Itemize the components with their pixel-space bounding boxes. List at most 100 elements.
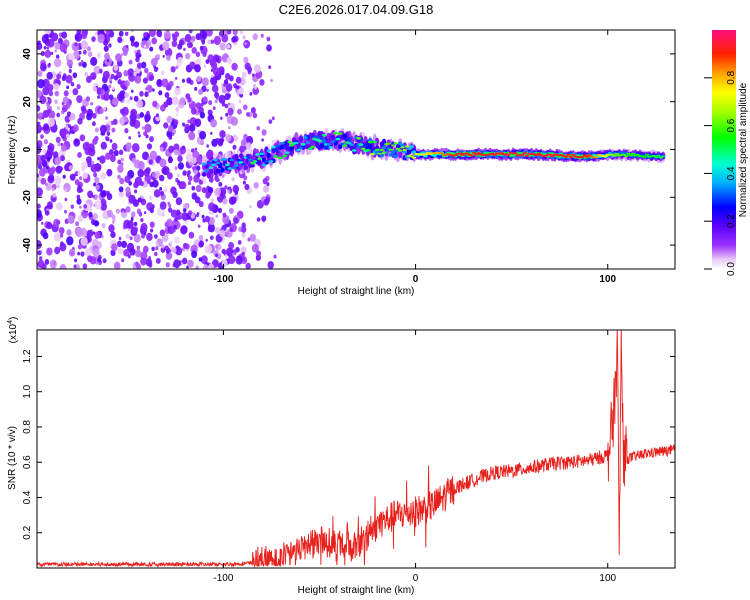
noise-blob xyxy=(133,233,141,243)
noise-blob xyxy=(151,37,157,45)
ridge-segment xyxy=(271,145,276,149)
noise-blob xyxy=(123,249,130,257)
ridge-segment xyxy=(238,161,244,164)
noise-blob xyxy=(106,168,113,177)
noise-blob xyxy=(177,162,184,170)
noise-blob xyxy=(37,79,45,89)
ridge-segment xyxy=(547,153,553,156)
noise-blob xyxy=(124,80,130,87)
noise-blob xyxy=(236,85,240,90)
noise-blob xyxy=(252,86,259,95)
noise-blob xyxy=(171,96,179,105)
noise-blob xyxy=(76,84,81,90)
noise-blob xyxy=(207,186,213,194)
noise-blob xyxy=(191,185,196,191)
ridge-segment xyxy=(202,162,207,166)
ridge-segment xyxy=(225,163,230,167)
noise-blob xyxy=(191,157,197,164)
ridge-segment xyxy=(245,155,251,158)
noise-blob xyxy=(244,183,250,191)
noise-blob xyxy=(187,181,192,186)
ridge-segment xyxy=(208,166,214,169)
noise-blob xyxy=(249,92,253,96)
noise-blob xyxy=(184,33,192,43)
spectrogram-ticks: -100 0 100 -40 -20 0 20 40 xyxy=(22,30,675,285)
noise-blob xyxy=(213,67,221,77)
ridge-segment xyxy=(381,138,387,145)
noise-blob xyxy=(123,70,129,77)
ridge-segment xyxy=(379,149,384,151)
noise-blob xyxy=(175,76,178,80)
colorbar-tick-label: 0.6 xyxy=(726,118,737,132)
noise-blob xyxy=(252,112,258,119)
noise-blob xyxy=(169,240,173,245)
noise-blob xyxy=(64,197,68,202)
noise-blob xyxy=(79,176,83,181)
ridge-segment xyxy=(218,165,223,169)
noise-blob xyxy=(196,75,202,82)
noise-blob xyxy=(227,93,231,98)
noise-blob xyxy=(125,186,131,194)
noise-blob xyxy=(261,129,267,136)
noise-blob xyxy=(228,241,235,250)
noise-blob xyxy=(37,203,41,209)
noise-blob xyxy=(166,54,171,61)
snr-series-line xyxy=(37,330,675,568)
ridge-segment xyxy=(603,155,608,158)
noise-blob xyxy=(76,198,82,205)
noise-blob xyxy=(106,209,113,218)
ridge-segment xyxy=(393,142,398,145)
noise-blob xyxy=(58,227,65,235)
noise-blob xyxy=(185,248,189,253)
noise-blob xyxy=(163,101,169,108)
noise-blob xyxy=(46,46,50,50)
noise-blob xyxy=(155,241,159,246)
noise-blob xyxy=(143,44,147,49)
noise-blob xyxy=(112,118,118,125)
noise-blob xyxy=(37,176,41,182)
noise-blob xyxy=(141,61,147,69)
noise-blob xyxy=(164,226,168,230)
noise-blob xyxy=(90,102,94,106)
x-tick-label: 100 xyxy=(599,573,616,584)
noise-blob xyxy=(229,227,234,233)
ridge-segment xyxy=(453,154,458,157)
noise-blob xyxy=(168,145,175,153)
noise-blob xyxy=(159,174,165,182)
noise-blob xyxy=(219,229,226,238)
noise-blob xyxy=(241,232,246,238)
noise-blob xyxy=(54,90,60,97)
noise-blob xyxy=(268,119,273,124)
noise-blob xyxy=(191,47,197,54)
ridge-segment xyxy=(651,154,657,157)
noise-blob xyxy=(198,257,203,262)
noise-blob xyxy=(111,97,119,106)
noise-blob xyxy=(77,152,82,158)
ridge-segment xyxy=(381,145,387,150)
noise-blob xyxy=(160,246,166,253)
y-tick-label: 20 xyxy=(22,96,33,108)
noise-blob xyxy=(85,96,91,102)
noise-blob xyxy=(266,44,272,52)
noise-blob xyxy=(159,201,167,210)
noise-blob xyxy=(53,58,62,68)
ridge-segment xyxy=(520,153,525,156)
noise-blob xyxy=(121,240,127,248)
noise-blob xyxy=(98,68,103,74)
y-tick-label: -40 xyxy=(22,237,33,252)
noise-blob xyxy=(54,99,58,105)
noise-blob xyxy=(37,250,42,256)
noise-blob xyxy=(225,83,233,92)
noise-blob xyxy=(94,31,98,36)
noise-blob xyxy=(53,232,62,242)
noise-blob xyxy=(252,73,255,77)
noise-blob xyxy=(50,51,54,56)
noise-blob xyxy=(94,231,101,239)
noise-blob xyxy=(214,91,220,99)
noise-blob xyxy=(74,138,79,144)
noise-blob xyxy=(81,61,87,68)
noise-blob xyxy=(68,165,73,171)
noise-blob xyxy=(228,255,236,265)
noise-blob xyxy=(86,160,92,168)
noise-blob xyxy=(140,198,147,206)
